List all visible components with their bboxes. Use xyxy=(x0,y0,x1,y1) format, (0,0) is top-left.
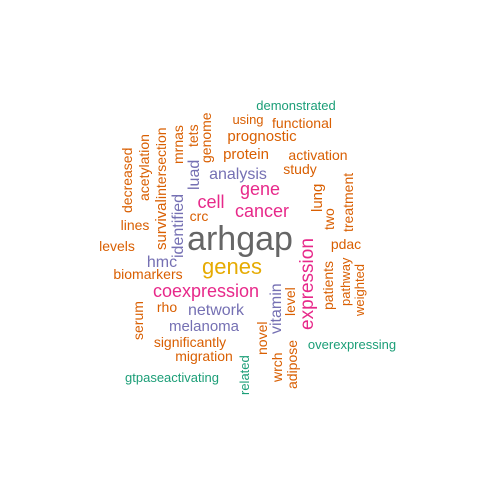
word-prognostic: prognostic xyxy=(227,128,297,145)
word-gene: gene xyxy=(240,179,280,199)
word-crc: crc xyxy=(190,208,209,224)
word-luad: luad xyxy=(186,160,203,190)
word-study: study xyxy=(283,161,316,177)
word-related: related xyxy=(237,355,252,395)
word-identified: identified xyxy=(170,194,187,258)
word-wrch: wrch xyxy=(269,352,285,383)
word-two: two xyxy=(321,208,337,230)
word-decreased: decreased xyxy=(119,148,135,213)
word-genes: genes xyxy=(202,254,262,279)
word-tets: tets xyxy=(185,124,201,147)
word-lung: lung xyxy=(309,184,326,212)
word-analysis: analysis xyxy=(209,166,267,183)
word-adipose: adipose xyxy=(284,340,300,389)
word-survival: survival xyxy=(153,199,170,250)
word-intersection: intersection xyxy=(153,127,169,199)
word-migration: migration xyxy=(175,348,233,364)
word-network: network xyxy=(188,302,245,319)
word-vitamin: vitamin xyxy=(268,283,285,334)
word-pdac: pdac xyxy=(331,236,361,252)
word-cancer: cancer xyxy=(235,201,289,221)
word-expression: expression xyxy=(297,238,318,330)
word-cell: cell xyxy=(197,192,224,212)
word-activation: activation xyxy=(288,147,347,163)
word-demonstrated: demonstrated xyxy=(256,98,336,113)
word-acetylation: acetylation xyxy=(136,134,152,201)
word-using: using xyxy=(232,112,263,127)
word-overexpressing: overexpressing xyxy=(308,337,396,352)
word-gtpaseactivating: gtpaseactivating xyxy=(125,370,219,385)
word-arhgap: arhgap xyxy=(187,220,293,258)
word-significantly: significantly xyxy=(154,334,226,350)
word-hmc: hmc xyxy=(147,254,177,271)
word-coexpression: coexpression xyxy=(153,281,259,301)
word-lines: lines xyxy=(121,217,150,233)
word-genome: genome xyxy=(198,112,214,163)
word-rho: rho xyxy=(157,299,177,315)
word-protein: protein xyxy=(223,146,269,163)
word-functional: functional xyxy=(272,115,332,131)
word-serum: serum xyxy=(130,301,146,340)
word-biomarkers: biomarkers xyxy=(113,266,182,282)
word-patients: patients xyxy=(320,261,336,310)
word-level: level xyxy=(282,287,298,316)
word-melanoma: melanoma xyxy=(169,318,240,335)
word-weighted: weighted xyxy=(352,264,367,317)
word-levels: levels xyxy=(99,238,135,254)
word-mrnas: mrnas xyxy=(170,125,186,164)
word-novel: novel xyxy=(254,322,270,355)
word-treatment: treatment xyxy=(340,173,356,232)
word-pathway: pathway xyxy=(338,257,353,306)
